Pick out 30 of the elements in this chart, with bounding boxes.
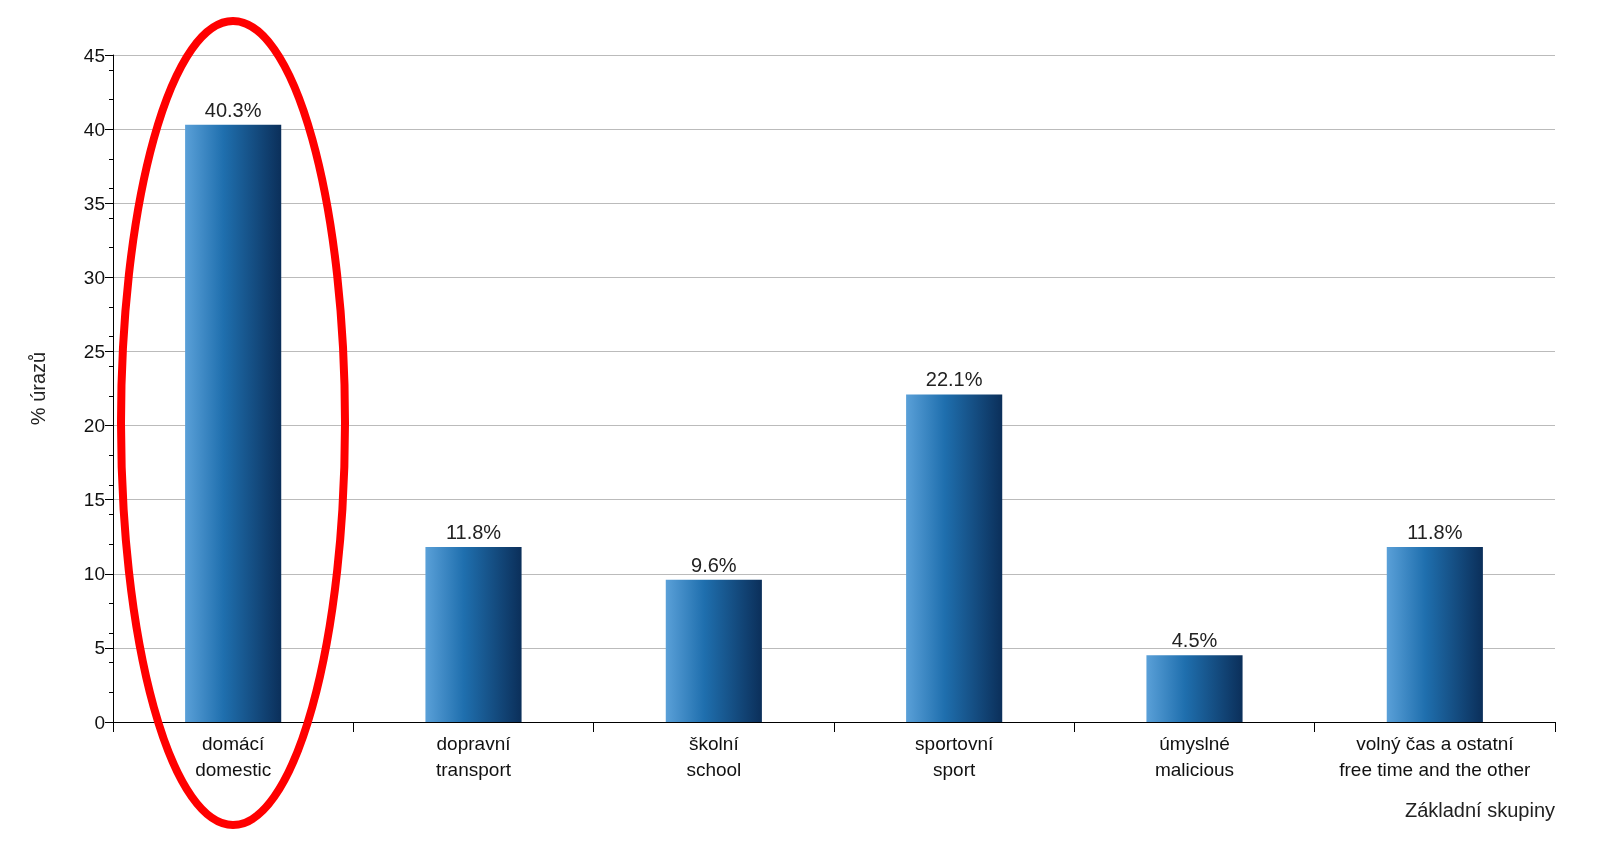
y-tick-label: 25	[83, 340, 105, 362]
data-label: 4.5%	[1171, 629, 1218, 652]
x-axis-title: Základní skupiny	[1404, 799, 1555, 821]
x-tick-label: sportovní sport	[915, 732, 994, 780]
y-tick-label: 35	[83, 192, 105, 214]
y-tick-label: 10	[83, 563, 105, 585]
data-label: 22.1%	[925, 368, 983, 391]
y-tick-label: 20	[83, 415, 105, 437]
y-tick-label: 30	[83, 266, 105, 288]
y-tick-label: 40	[83, 118, 105, 140]
y-tick-label: 0	[94, 711, 105, 733]
data-label: 9.6%	[691, 553, 737, 576]
y-tick-label: 45	[83, 44, 105, 66]
x-tick-label: volný čas a ostatní free time and the other	[1339, 732, 1532, 780]
x-tick-label: školní school	[686, 732, 742, 780]
data-label: 40.3%	[204, 98, 262, 121]
x-tick-label: úmyslné malicious	[1154, 732, 1235, 780]
y-tick-label: 5	[94, 637, 105, 659]
data-label: 11.8%	[1407, 521, 1463, 544]
bar	[665, 579, 762, 722]
y-tick-label: 15	[83, 489, 105, 511]
bar	[906, 394, 1003, 722]
x-tick-label: dopravní transport	[436, 732, 512, 780]
bar	[185, 124, 282, 722]
bar	[1386, 547, 1483, 722]
data-label: 11.8%	[445, 521, 502, 544]
bar	[1146, 655, 1243, 722]
x-tick-label: domácí domestic	[195, 732, 272, 780]
y-axis-title: % úrazů	[27, 351, 49, 426]
bar	[425, 547, 522, 722]
